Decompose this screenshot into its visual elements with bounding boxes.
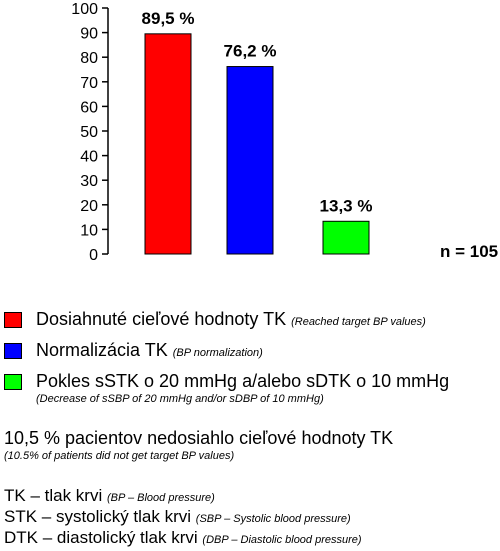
y-axis: 0 10 20 30 40 50 60 70 80 90 100 bbox=[71, 1, 109, 264]
y-tick-label: 50 bbox=[80, 124, 98, 141]
bars: 89,5 % 76,2 % 13,3 % bbox=[142, 9, 373, 255]
bar-data-label: 89,5 % bbox=[142, 9, 195, 28]
legend-swatch-blue bbox=[4, 343, 22, 359]
sample-size-annotation: n = 105 bbox=[440, 242, 498, 261]
y-tick-label: 90 bbox=[80, 26, 98, 43]
abbreviation-main: TK – tlak krvi bbox=[4, 486, 103, 505]
y-tick-label: 100 bbox=[71, 1, 98, 18]
legend-label: Dosiahnuté cieľové hodnoty TK bbox=[36, 309, 287, 329]
y-tick-label: 0 bbox=[89, 247, 98, 264]
y-tick-label: 20 bbox=[80, 198, 98, 215]
y-tick-label: 60 bbox=[80, 99, 98, 116]
y-tick-label: 40 bbox=[80, 149, 98, 166]
y-tick-label: 70 bbox=[80, 75, 98, 92]
bar bbox=[226, 66, 274, 255]
bar-data-label: 76,2 % bbox=[224, 42, 277, 61]
note-main: 10,5 % pacientov nedosiahlo cieľové hodn… bbox=[4, 428, 394, 448]
bar bbox=[144, 33, 192, 255]
legend-label: Pokles sSTK o 20 mmHg a/alebo sDTK o 10 … bbox=[36, 371, 450, 391]
legend-swatch-green bbox=[4, 374, 22, 390]
bar-chart: 0 10 20 30 40 50 60 70 80 90 100 89,5 % 76,2 % 13,3 … bbox=[71, 1, 498, 264]
bar-data-label: 13,3 % bbox=[320, 196, 373, 215]
abbreviation-sub: (DBP – Diastolic blood pressure) bbox=[202, 534, 362, 546]
note-sub: (10.5% of patients did not get target BP… bbox=[4, 450, 235, 462]
abbreviation-sub: (BP – Blood pressure) bbox=[106, 492, 215, 504]
abbreviation-sub: (SBP – Systolic blood pressure) bbox=[195, 513, 351, 525]
abbreviation-tk: TK – tlak krvi (BP – Blood pressure) bbox=[4, 486, 215, 506]
legend-sublabel: (BP normalization) bbox=[172, 347, 263, 359]
y-tick-label: 80 bbox=[80, 50, 98, 67]
legend-sublabel: (Reached target BP values) bbox=[291, 316, 426, 328]
legend-sublabel: (Decrease of sSBP of 20 mmHg and/or sDBP… bbox=[36, 393, 324, 405]
bar bbox=[322, 220, 370, 255]
legend-swatch-red bbox=[4, 312, 22, 328]
legend-label: Normalizácia TK bbox=[36, 340, 168, 360]
abbreviation-main: STK – systolický tlak krvi bbox=[4, 507, 192, 526]
note: 10,5 % pacientov nedosiahlo cieľové hodn… bbox=[4, 428, 393, 462]
abbreviation-dtk: DTK – diastolický tlak krvi (DBP – Diast… bbox=[4, 528, 362, 548]
y-tick-label: 10 bbox=[80, 222, 98, 239]
abbreviation-stk: STK – systolický tlak krvi (SBP – Systol… bbox=[4, 507, 351, 527]
abbreviation-main: DTK – diastolický tlak krvi bbox=[4, 528, 198, 547]
y-tick-label: 30 bbox=[80, 173, 98, 190]
